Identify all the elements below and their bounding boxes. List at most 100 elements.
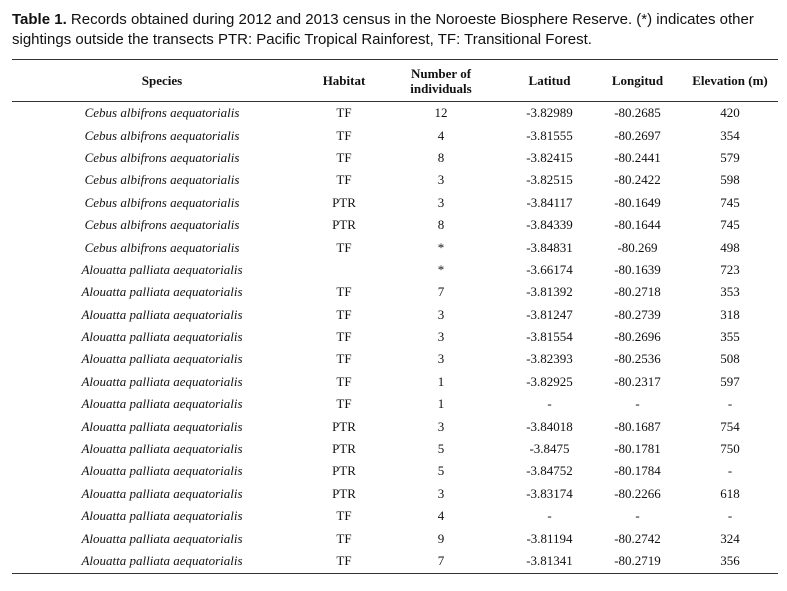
latitude-cell: - — [547, 396, 552, 412]
habitat-cell — [312, 259, 376, 281]
latitude-cell: -3.66174 — [526, 261, 573, 277]
column-header-latitude: Latitud — [528, 73, 571, 88]
longitude-cell: -80.2266 — [614, 485, 661, 501]
elevation-cell: 745 — [720, 217, 740, 233]
number-cell: 9 — [437, 530, 445, 546]
longitude-cell: - — [635, 508, 640, 524]
number-cell: 1 — [437, 373, 445, 389]
table-caption: Table 1. Records obtained during 2012 an… — [12, 10, 780, 50]
longitude-cell: -80.1639 — [614, 261, 661, 277]
number-cell: 8 — [437, 217, 445, 233]
latitude-cell: -3.82515 — [526, 172, 573, 188]
longitude-cell: -80.1644 — [614, 217, 661, 233]
elevation-cell: 324 — [720, 530, 740, 546]
elevation-cell: 355 — [720, 329, 740, 345]
number-cell: * — [437, 239, 445, 255]
longitude-cell: -80.2685 — [614, 105, 661, 121]
number-cell: 4 — [437, 127, 445, 143]
table-row: Alouatta palliata aequatorialis TF 4 - - - — [12, 505, 778, 527]
table-row: Alouatta palliata aequatorialis PTR 3 -3.83… — [12, 483, 778, 505]
species-cell: Cebus albifrons aequatorialis — [84, 105, 240, 121]
habitat-cell: TF — [336, 239, 352, 255]
longitude-cell: -80.2317 — [614, 373, 661, 389]
table-row: Cebus albifrons aequatorialis TF * -3.84831… — [12, 236, 778, 258]
longitude-cell: -80.1784 — [614, 463, 661, 479]
elevation-cell: 745 — [720, 194, 740, 210]
number-cell: 5 — [437, 463, 445, 479]
number-cell: 5 — [437, 441, 445, 457]
longitude-cell: -80.2718 — [614, 284, 661, 300]
habitat-cell: PTR — [332, 485, 356, 501]
table-row: Cebus albifrons aequatorialis PTR 3 -3.8411… — [12, 192, 778, 214]
number-cell: 7 — [437, 284, 445, 300]
species-cell: Alouatta palliata aequatorialis — [81, 418, 243, 434]
elevation-cell: 318 — [720, 306, 740, 322]
elevation-cell: 356 — [720, 553, 740, 568]
table-row: Cebus albifrons aequatorialis TF 12 -3.8298… — [12, 102, 778, 124]
number-cell: 8 — [437, 149, 445, 165]
habitat-cell: TF — [336, 149, 352, 165]
species-cell: Alouatta palliata aequatorialis — [81, 373, 243, 389]
species-cell: Alouatta palliata aequatorialis — [81, 441, 243, 457]
species-cell: Cebus albifrons aequatorialis — [84, 149, 240, 165]
latitude-cell: -3.81341 — [526, 553, 573, 568]
table-caption-label: Table 1. — [12, 11, 67, 28]
latitude-cell: -3.84117 — [526, 194, 573, 210]
latitude-cell: -3.82925 — [526, 373, 573, 389]
table-row: Cebus albifrons aequatorialis TF 8 -3.82415… — [12, 147, 778, 169]
species-cell: Alouatta palliata aequatorialis — [81, 351, 243, 367]
number-cell: 3 — [437, 172, 445, 188]
habitat-cell: TF — [336, 105, 352, 121]
habitat-cell: TF — [336, 396, 352, 412]
latitude-cell: -3.8475 — [529, 441, 570, 457]
elevation-cell: 579 — [720, 149, 740, 165]
longitude-cell: -80.2719 — [614, 553, 661, 568]
table-row: Alouatta palliata aequatorialis TF 7 -3.813… — [12, 281, 778, 303]
elevation-cell: 353 — [720, 284, 740, 300]
latitude-cell: -3.81194 — [526, 530, 573, 546]
habitat-cell: TF — [336, 373, 352, 389]
table-top-rule — [12, 59, 778, 60]
elevation-cell: 598 — [720, 172, 740, 188]
latitude-cell: -3.81247 — [526, 306, 573, 322]
table-bottom-rule — [12, 573, 778, 574]
elevation-cell: - — [727, 396, 733, 412]
habitat-cell: TF — [336, 127, 352, 143]
elevation-cell: 508 — [720, 351, 740, 367]
elevation-cell: - — [727, 463, 733, 479]
number-cell: 4 — [437, 508, 445, 524]
longitude-cell: -80.2742 — [614, 530, 661, 546]
latitude-cell: -3.81555 — [526, 127, 573, 143]
longitude-cell: -80.2697 — [614, 127, 661, 143]
number-cell: 3 — [437, 351, 445, 367]
latitude-cell: -3.84018 — [526, 418, 573, 434]
species-cell: Alouatta palliata aequatorialis — [81, 553, 243, 568]
species-cell: Alouatta palliata aequatorialis — [81, 306, 243, 322]
species-cell: Alouatta palliata aequatorialis — [81, 485, 243, 501]
species-cell: Cebus albifrons aequatorialis — [84, 217, 240, 233]
species-cell: Alouatta palliata aequatorialis — [81, 261, 243, 277]
table-row: Alouatta palliata aequatorialis TF 3 -3.812… — [12, 304, 778, 326]
species-cell: Alouatta palliata aequatorialis — [81, 463, 243, 479]
species-cell: Cebus albifrons aequatorialis — [84, 172, 240, 188]
number-cell: 3 — [437, 418, 445, 434]
table-row: Alouatta palliata aequatorialis TF 7 -3.813… — [12, 550, 778, 572]
table-header: Species Habitat Number of individuals La… — [12, 60, 778, 101]
habitat-cell: PTR — [332, 418, 356, 434]
species-cell: Cebus albifrons aequatorialis — [84, 194, 240, 210]
table-row: Cebus albifrons aequatorialis PTR 8 -3.8433… — [12, 214, 778, 236]
elevation-cell: - — [727, 508, 733, 524]
latitude-cell: - — [547, 508, 552, 524]
latitude-cell: -3.83174 — [526, 485, 573, 501]
species-cell: Alouatta palliata aequatorialis — [81, 329, 243, 345]
longitude-cell: -80.1649 — [614, 194, 661, 210]
habitat-cell: TF — [336, 284, 352, 300]
species-cell: Alouatta palliata aequatorialis — [81, 396, 243, 412]
longitude-cell: -80.2422 — [614, 172, 661, 188]
habitat-cell: TF — [336, 172, 352, 188]
number-cell: 7 — [437, 553, 445, 568]
species-cell: Alouatta palliata aequatorialis — [81, 284, 243, 300]
latitude-cell: -3.84752 — [526, 463, 573, 479]
longitude-cell: -80.2696 — [614, 329, 661, 345]
elevation-cell: 750 — [720, 441, 740, 457]
